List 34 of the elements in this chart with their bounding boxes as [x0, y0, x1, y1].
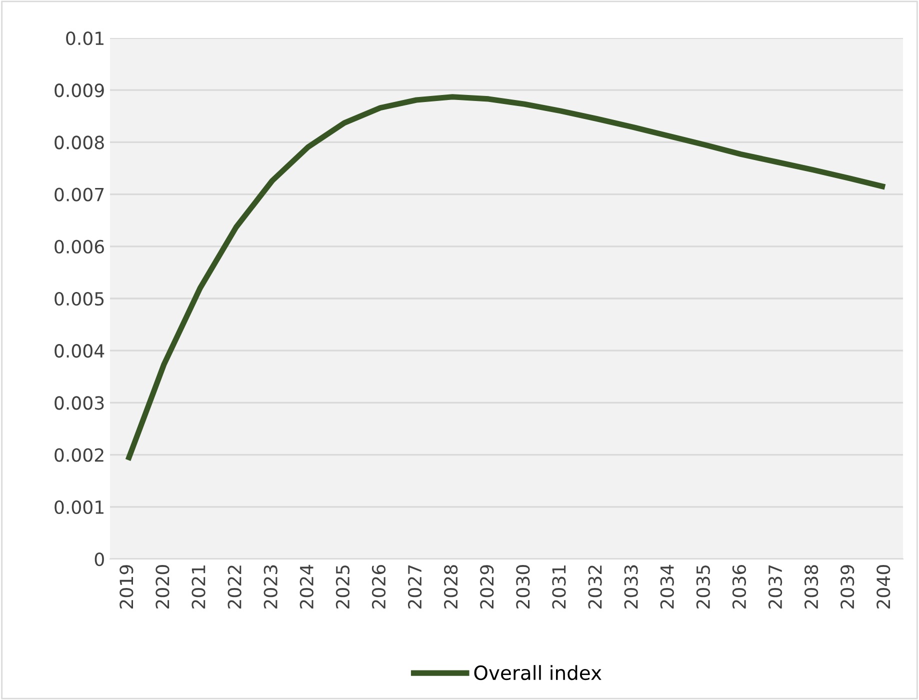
y-tick-label: 0.005 — [54, 292, 104, 306]
x-tick-label: 2021 — [192, 566, 206, 608]
x-tick-label: 2027 — [408, 565, 422, 608]
x-tick-label: 2020 — [156, 565, 170, 608]
y-tick-label: 0.006 — [54, 240, 104, 254]
x-tick-label: 2028 — [444, 565, 458, 608]
x-tick-label: 2032 — [588, 566, 602, 608]
y-tick-label: 0.008 — [54, 136, 104, 150]
x-tick-label: 2034 — [660, 564, 674, 608]
x-tick-label: 2035 — [696, 565, 710, 608]
y-tick-label: 0.009 — [54, 84, 104, 98]
y-tick-label: 0.004 — [54, 344, 104, 358]
x-tick-label: 2022 — [228, 566, 242, 608]
legend-label: Overall index — [474, 665, 602, 680]
x-tick-label: 2039 — [840, 565, 854, 608]
y-tick-label: 0.01 — [66, 31, 104, 46]
y-tick-label: 0.002 — [54, 448, 104, 462]
x-tick-label: 2037 — [768, 565, 782, 608]
x-tick-label: 2040 — [876, 565, 890, 608]
x-tick-label: 2038 — [804, 565, 818, 608]
x-tick-label: 2023 — [264, 565, 278, 608]
x-tick-label: 2026 — [372, 565, 386, 608]
y-tick-label: 0.003 — [54, 396, 104, 410]
y-tick-label: 0.007 — [54, 188, 104, 202]
x-tick-label: 2033 — [624, 565, 638, 608]
y-tick-label: 0.001 — [54, 500, 104, 514]
x-tick-label: 2036 — [732, 565, 746, 608]
x-tick-label: 2031 — [552, 566, 566, 608]
x-tick-label: 2030 — [516, 565, 530, 608]
x-tick-label: 2029 — [480, 565, 494, 608]
y-tick-label: 0 — [94, 552, 104, 566]
x-tick-label: 2024 — [300, 564, 314, 608]
x-tick-label: 2025 — [336, 565, 350, 608]
x-tick-label: 2019 — [120, 565, 134, 608]
